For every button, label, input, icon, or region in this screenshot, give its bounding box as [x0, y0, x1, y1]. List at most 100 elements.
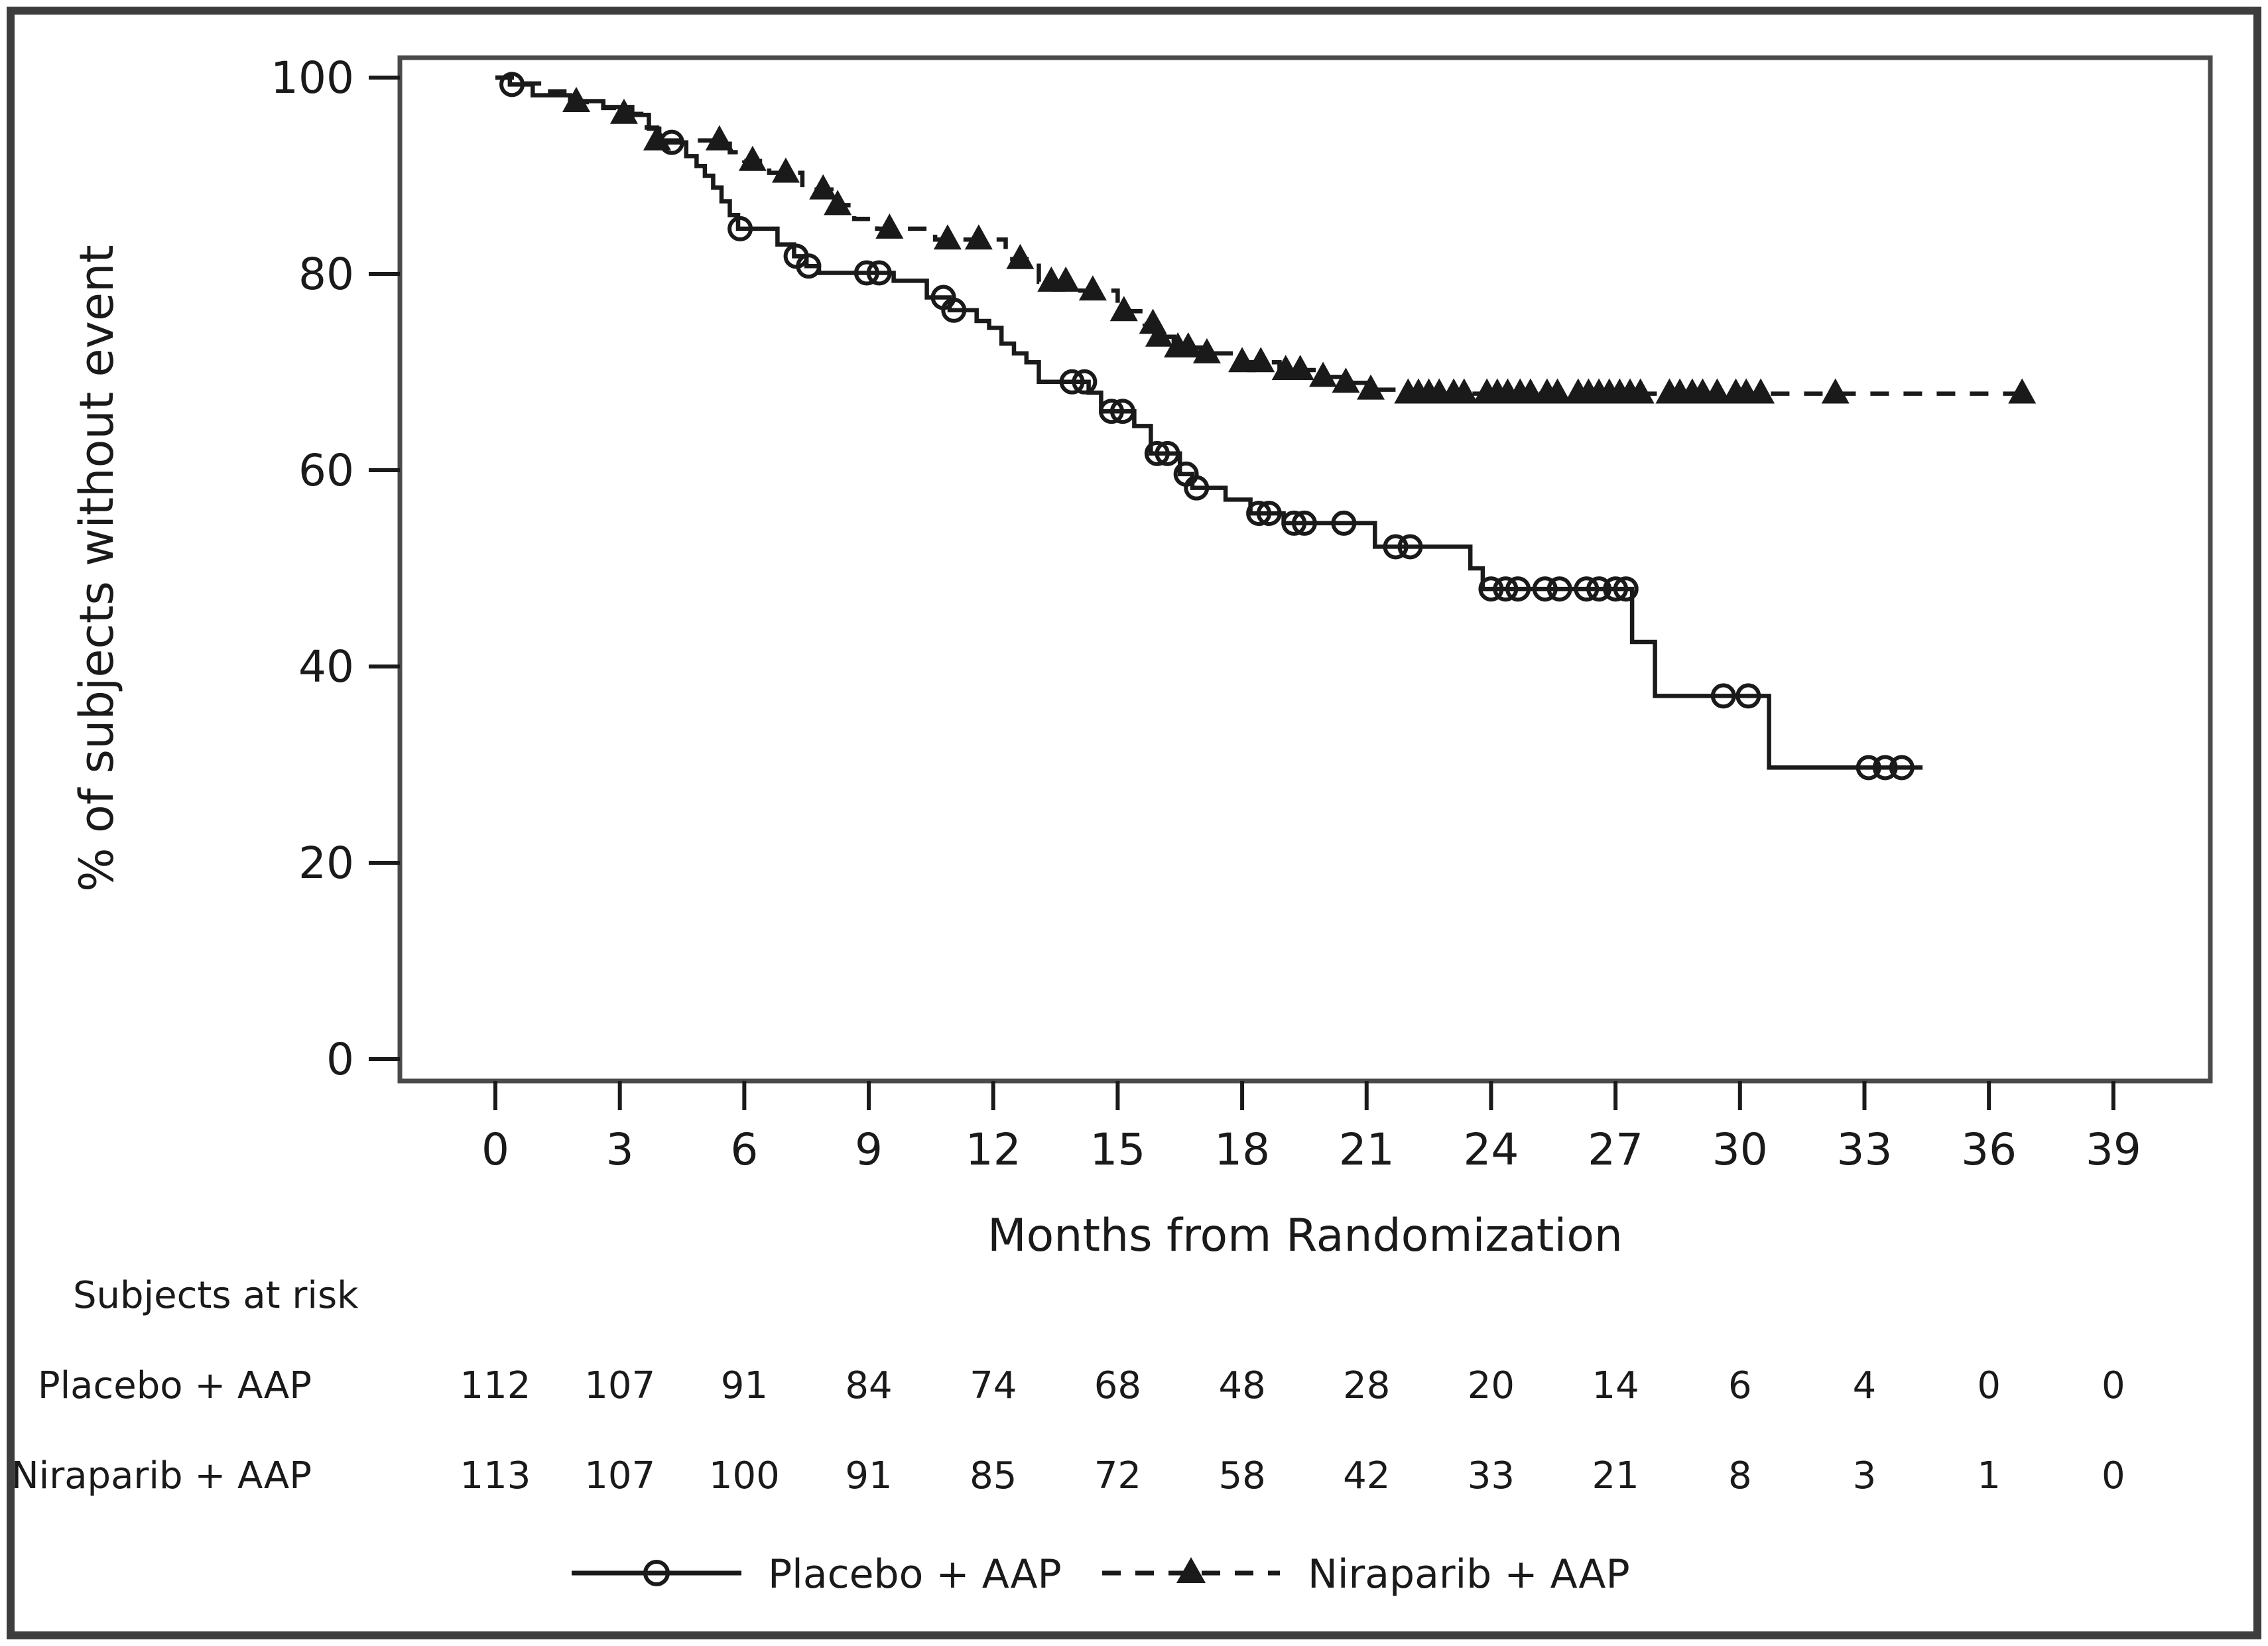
censor-circle-icon: [853, 260, 879, 286]
plot-box: [397, 55, 2213, 1084]
censor-triangle-icon: [1006, 243, 1035, 269]
risk-count: 3: [1853, 1454, 1877, 1497]
risk-count: 4: [1853, 1364, 1877, 1407]
censor-triangle-icon: [738, 145, 767, 171]
censor-triangle-icon: [1247, 347, 1275, 373]
censor-circle-icon: [1574, 576, 1600, 602]
censor-circle-icon: [1184, 475, 1210, 501]
x-axis-title: Months from Randomization: [987, 1210, 1623, 1262]
y-tick-label: 20: [298, 838, 354, 889]
censor-triangle-icon: [1078, 275, 1107, 301]
censor-circle-icon: [1710, 683, 1736, 709]
x-tick-label: 39: [2086, 1124, 2141, 1175]
survival-curve-niraparib: [495, 75, 2023, 396]
censor-triangle-icon: [1357, 374, 1385, 400]
censor-circle-icon: [1586, 576, 1612, 602]
x-tick-label: 24: [1463, 1124, 1519, 1175]
risk-table-title: Subjects at risk: [73, 1274, 359, 1317]
risk-count: 107: [584, 1454, 655, 1497]
censor-triangle-icon: [809, 174, 838, 200]
figure-border: [7, 7, 2261, 1639]
censor-circle-icon: [499, 72, 525, 97]
censor-triangle-icon: [1052, 266, 1080, 292]
censor-circle-icon: [1872, 755, 1898, 781]
risk-count: 91: [845, 1454, 892, 1497]
censor-circle-icon: [866, 260, 892, 286]
censor-triangle-icon: [1109, 296, 1138, 322]
censor-circle-icon: [1532, 576, 1558, 602]
risk-count: 68: [1094, 1364, 1141, 1407]
risk-count: 112: [460, 1364, 531, 1407]
y-tick-label: 0: [326, 1034, 354, 1085]
risk-row-label-placebo: Placebo + AAP: [38, 1364, 312, 1407]
censor-triangle-icon: [1747, 378, 1775, 404]
censor-circle-icon: [1856, 755, 1881, 781]
legend-label-placebo: Placebo + AAP: [768, 1551, 1062, 1598]
censor-circle-icon: [941, 297, 967, 323]
censor-circle-icon: [1889, 755, 1915, 781]
censor-circle-icon: [1109, 399, 1135, 424]
censor-triangle-icon: [875, 213, 904, 239]
censor-triangle-icon: [771, 157, 800, 183]
y-tick-label: 40: [298, 641, 354, 692]
risk-count: 74: [970, 1364, 1017, 1407]
x-tick-label: 15: [1090, 1124, 1145, 1175]
censor-circle-icon: [1613, 576, 1639, 602]
legend-triangle-icon: [1176, 1557, 1206, 1583]
risk-count: 72: [1094, 1454, 1141, 1497]
censor-circle-icon: [1256, 501, 1282, 527]
x-tick-label: 3: [606, 1124, 634, 1175]
risk-count: 1: [1977, 1454, 2001, 1497]
censor-triangle-icon: [1332, 367, 1360, 393]
risk-count: 28: [1343, 1364, 1390, 1407]
censor-triangle-icon: [1703, 378, 1732, 404]
censor-triangle-icon: [1145, 321, 1173, 347]
censor-triangle-icon: [1543, 378, 1572, 404]
censor-circle-icon: [1505, 576, 1531, 602]
censor-triangle-icon: [1286, 355, 1314, 381]
censor-circle-icon: [727, 216, 753, 241]
x-tick-label: 33: [1836, 1124, 1892, 1175]
censor-circle-icon: [1144, 440, 1170, 466]
censor-triangle-icon: [1174, 332, 1202, 357]
censor-circle-icon: [1546, 576, 1572, 602]
risk-table-numbers: 112 107 91 84 74 68 48 28 20 14 6 4 0 0 113 107 100 91 85 7…: [460, 1364, 2125, 1497]
censor-circle-icon: [1735, 683, 1761, 709]
censor-triangle-icon: [705, 125, 733, 151]
censor-circle-icon: [1099, 399, 1125, 424]
x-tick-label: 27: [1588, 1124, 1643, 1175]
x-tick-label: 30: [1712, 1124, 1768, 1175]
x-tick-label: 36: [1961, 1124, 2017, 1175]
censor-circle-icon: [1281, 510, 1307, 536]
risk-count: 21: [1592, 1454, 1639, 1497]
x-tick-label: 21: [1339, 1124, 1395, 1175]
risk-count: 85: [970, 1454, 1017, 1497]
survival-curve-placebo: [495, 75, 1923, 770]
censor-circle-icon: [1331, 510, 1357, 536]
censor-circle-icon: [1059, 369, 1085, 395]
censor-circle-icon: [1603, 576, 1629, 602]
y-tick-label: 80: [298, 249, 354, 300]
censor-triangle-icon: [1228, 347, 1257, 373]
x-tick-label: 0: [481, 1124, 509, 1175]
censor-triangle-icon: [1309, 361, 1338, 387]
censor-circle-icon: [796, 253, 822, 279]
legend-circle-icon: [643, 1560, 670, 1586]
censor-triangle-icon: [964, 224, 993, 250]
censor-circle-icon: [1155, 440, 1180, 466]
risk-count: 8: [1728, 1454, 1752, 1497]
censor-triangle-icon: [609, 98, 638, 124]
censor-circle-icon: [1478, 576, 1504, 602]
risk-row-label-niraparib: Niraparib + AAP: [11, 1454, 312, 1497]
censor-triangle-icon: [1626, 378, 1655, 404]
legend-samples: [572, 1557, 1280, 1586]
censor-triangle-icon: [643, 125, 671, 151]
censor-triangle-icon: [933, 224, 962, 250]
censor-triangle-icon: [2008, 378, 2037, 404]
risk-count: 42: [1343, 1454, 1390, 1497]
y-tick-label: 60: [298, 445, 354, 496]
y-tick-label: 100: [271, 52, 354, 103]
